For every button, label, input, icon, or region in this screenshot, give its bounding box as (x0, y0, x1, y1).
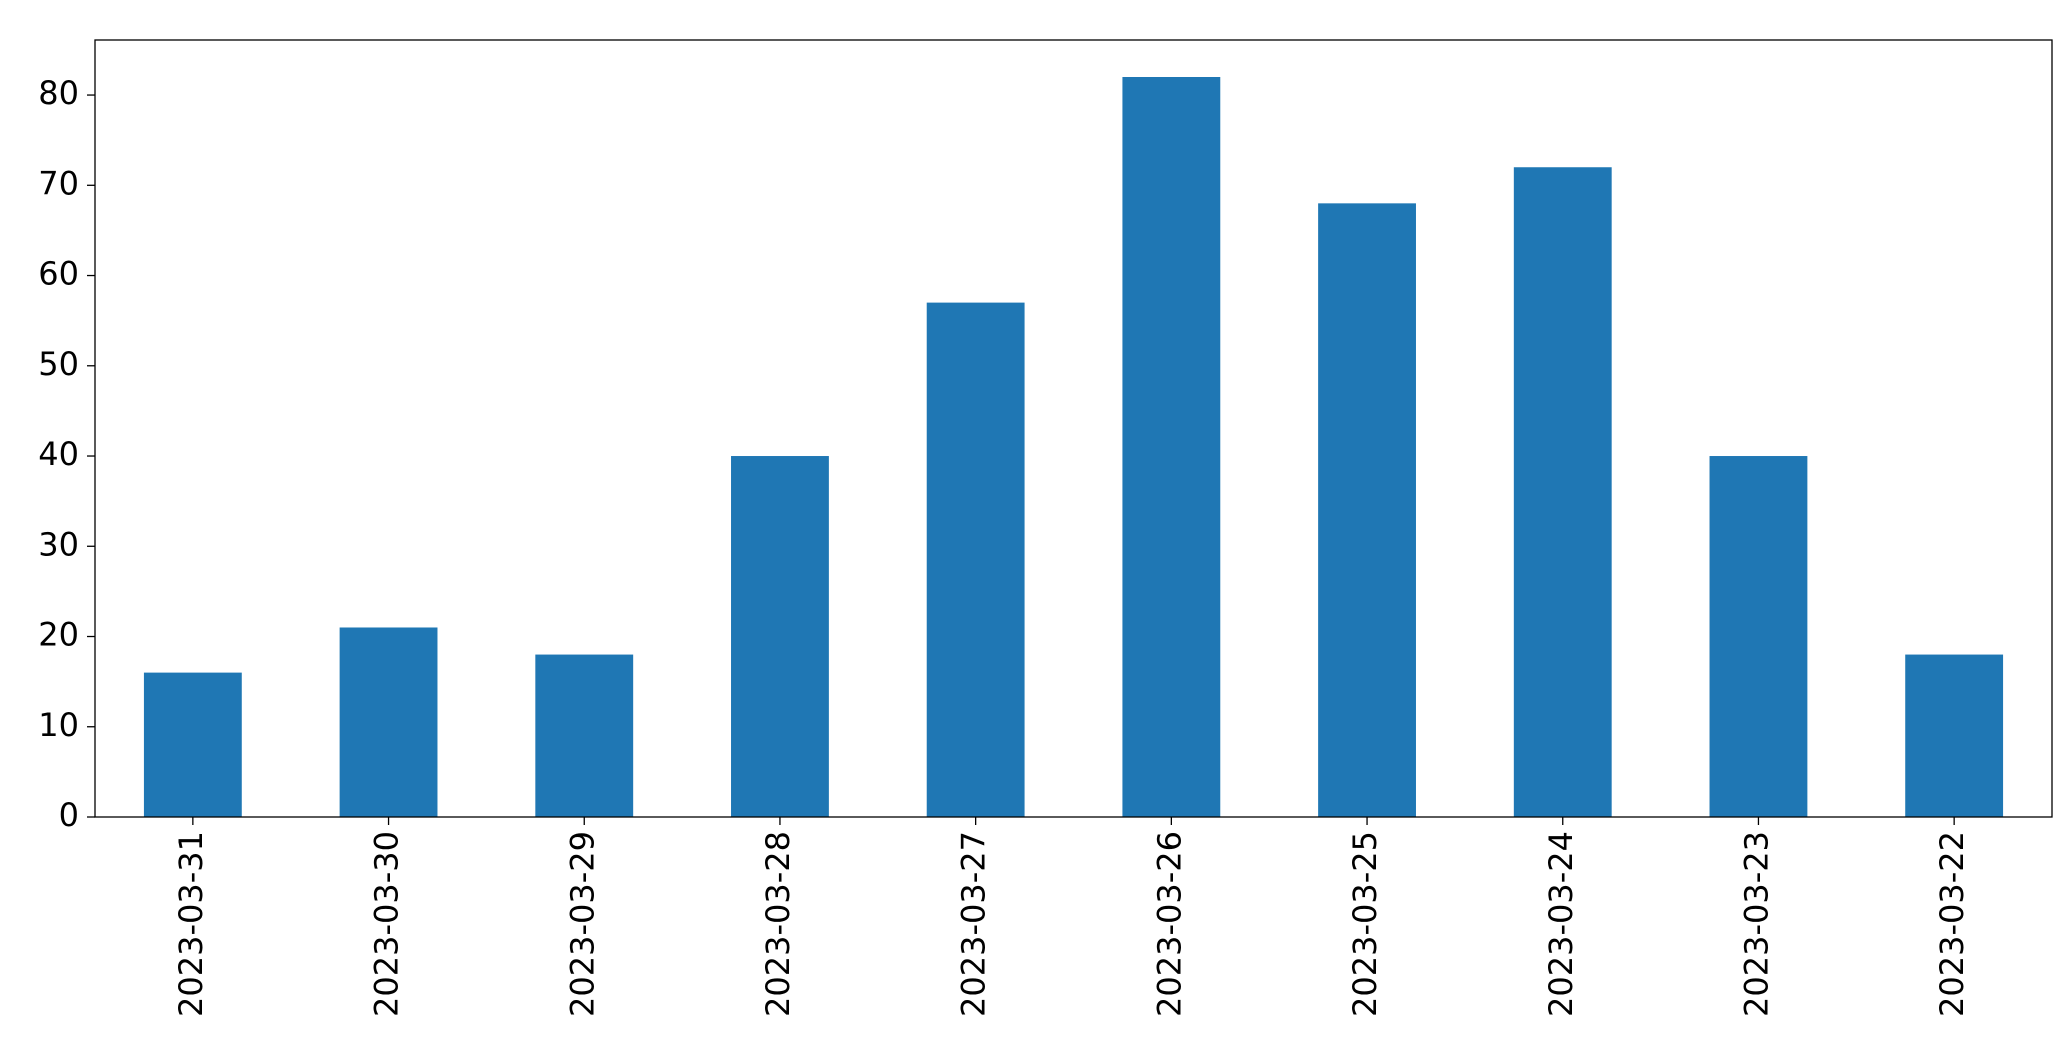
bar (1513, 167, 1612, 817)
x-tick-label: 2023-03-26 (1150, 831, 1188, 1017)
x-tick-label: 2023-03-27 (955, 831, 993, 1017)
y-tick-label: 10 (38, 706, 79, 744)
y-tick-label: 80 (38, 74, 79, 112)
bar (1122, 77, 1221, 817)
x-tick-label: 2023-03-29 (563, 831, 601, 1017)
x-tick-label: 2023-03-22 (1933, 831, 1971, 1017)
y-tick-label: 40 (38, 435, 79, 473)
bar (143, 672, 242, 817)
bar (339, 627, 438, 817)
y-tick-label: 50 (38, 345, 79, 383)
y-tick-label: 20 (38, 616, 79, 654)
x-tick-label: 2023-03-25 (1346, 831, 1384, 1017)
y-tick-label: 60 (38, 255, 79, 293)
x-tick-label: 2023-03-31 (172, 831, 210, 1017)
bar (535, 654, 634, 817)
y-tick-label: 0 (59, 796, 79, 834)
x-tick-label: 2023-03-28 (759, 831, 797, 1017)
y-tick-label: 70 (38, 164, 79, 202)
y-tick-label: 30 (38, 525, 79, 563)
x-tick-label: 2023-03-30 (368, 831, 406, 1017)
bar (731, 456, 829, 817)
x-tick-label: 2023-03-23 (1737, 831, 1775, 1017)
bar (1905, 654, 2004, 817)
bar (1709, 456, 1808, 817)
bar (926, 302, 1025, 817)
plot-frame (94, 39, 2053, 818)
x-tick-label: 2023-03-24 (1542, 831, 1580, 1017)
bar (1318, 203, 1416, 818)
